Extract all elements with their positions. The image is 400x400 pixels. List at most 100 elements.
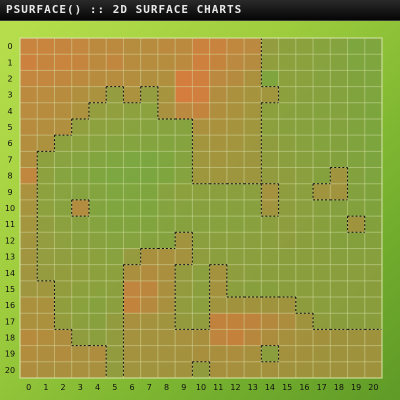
surface-cell [313,118,331,136]
surface-cell [140,345,159,363]
surface-cell [226,361,245,379]
surface-cell [106,232,124,249]
surface-cell [261,313,279,330]
surface-cell [20,264,38,282]
surface-cell [175,264,193,282]
y-tick-label: 9 [7,188,12,197]
surface-cell [157,216,176,233]
surface-cell [261,345,279,363]
plot-border [19,37,383,379]
x-tick-label: 12 [230,383,240,392]
surface-cell [192,54,210,71]
surface-cell [20,118,38,136]
surface-cell [226,232,245,249]
surface-cell [295,232,314,249]
surface-cell [106,183,124,201]
surface-cell [123,313,141,330]
surface-cell [313,345,331,363]
surface-cell [330,248,348,265]
surface-cell [140,264,159,282]
surface-cell [88,102,107,120]
surface-cell [209,118,228,136]
surface-cell [140,118,159,136]
surface-cell [106,38,124,55]
surface-cell [226,280,245,298]
surface-cell [313,38,331,55]
surface-cell [71,313,90,330]
surface-cell [106,102,124,120]
surface-cell [37,345,55,363]
surface-cell [37,183,55,201]
surface-cell [157,297,176,314]
surface-cell [71,167,90,185]
surface-cell [37,38,55,55]
surface-cell [157,361,176,379]
surface-cell [313,216,331,233]
surface-cell [209,232,228,249]
surface-cell [364,118,383,136]
x-tick-label: 1 [43,383,48,392]
surface-cell [175,248,193,265]
surface-cell [261,361,279,379]
surface-cell [347,86,366,104]
surface-cell [347,167,366,185]
surface-cell [244,232,262,249]
surface-cell [20,167,38,185]
surface-cell [261,248,279,265]
surface-cell [347,102,366,120]
surface-cell [71,248,90,265]
surface-cell [313,151,331,168]
surface-cell [330,86,348,104]
surface-cell [54,135,73,152]
surface-cell [347,135,366,152]
surface-cell [244,183,262,201]
surface-cell [54,232,73,249]
surface-cell [140,313,159,330]
surface-cell [364,280,383,298]
surface-cell [192,102,210,120]
surface-cell [54,118,73,136]
surface-cell [37,361,55,379]
surface-cell [347,329,366,346]
surface-cell [20,70,38,87]
x-tick-label: 15 [282,383,292,392]
surface-cell [295,135,314,152]
surface-cell [330,151,348,168]
surface-cell [209,361,228,379]
surface-cell [106,216,124,233]
surface-cell [123,199,141,217]
x-tick-label: 19 [351,383,361,392]
surface-cell [88,248,107,265]
surface-cell [226,102,245,120]
surface-cell [313,135,331,152]
surface-cell [175,313,193,330]
surface-cell [278,264,297,282]
surface-cell [226,216,245,233]
surface-cell [106,313,124,330]
surface-cell [226,38,245,55]
y-tick-label: 13 [5,253,15,262]
surface-cell [37,264,55,282]
surface-cell [123,38,141,55]
x-tick-label: 4 [95,383,100,392]
surface-cell [106,86,124,104]
surface-cell [209,54,228,71]
surface-cell [106,135,124,152]
surface-cell [278,38,297,55]
surface-cell [106,345,124,363]
y-tick-label: 6 [7,139,12,148]
surface-cell [347,199,366,217]
surface-cell [313,361,331,379]
surface-cell [88,38,107,55]
surface-cell [347,54,366,71]
x-tick-label: 16 [299,383,309,392]
surface-cell [123,329,141,346]
surface-cell [192,183,210,201]
x-tick-label: 9 [181,383,186,392]
surface-cell [88,199,107,217]
surface-cell [140,297,159,314]
surface-cell [244,313,262,330]
surface-cell [244,329,262,346]
surface-cell [71,38,90,55]
surface-cell [313,70,331,87]
